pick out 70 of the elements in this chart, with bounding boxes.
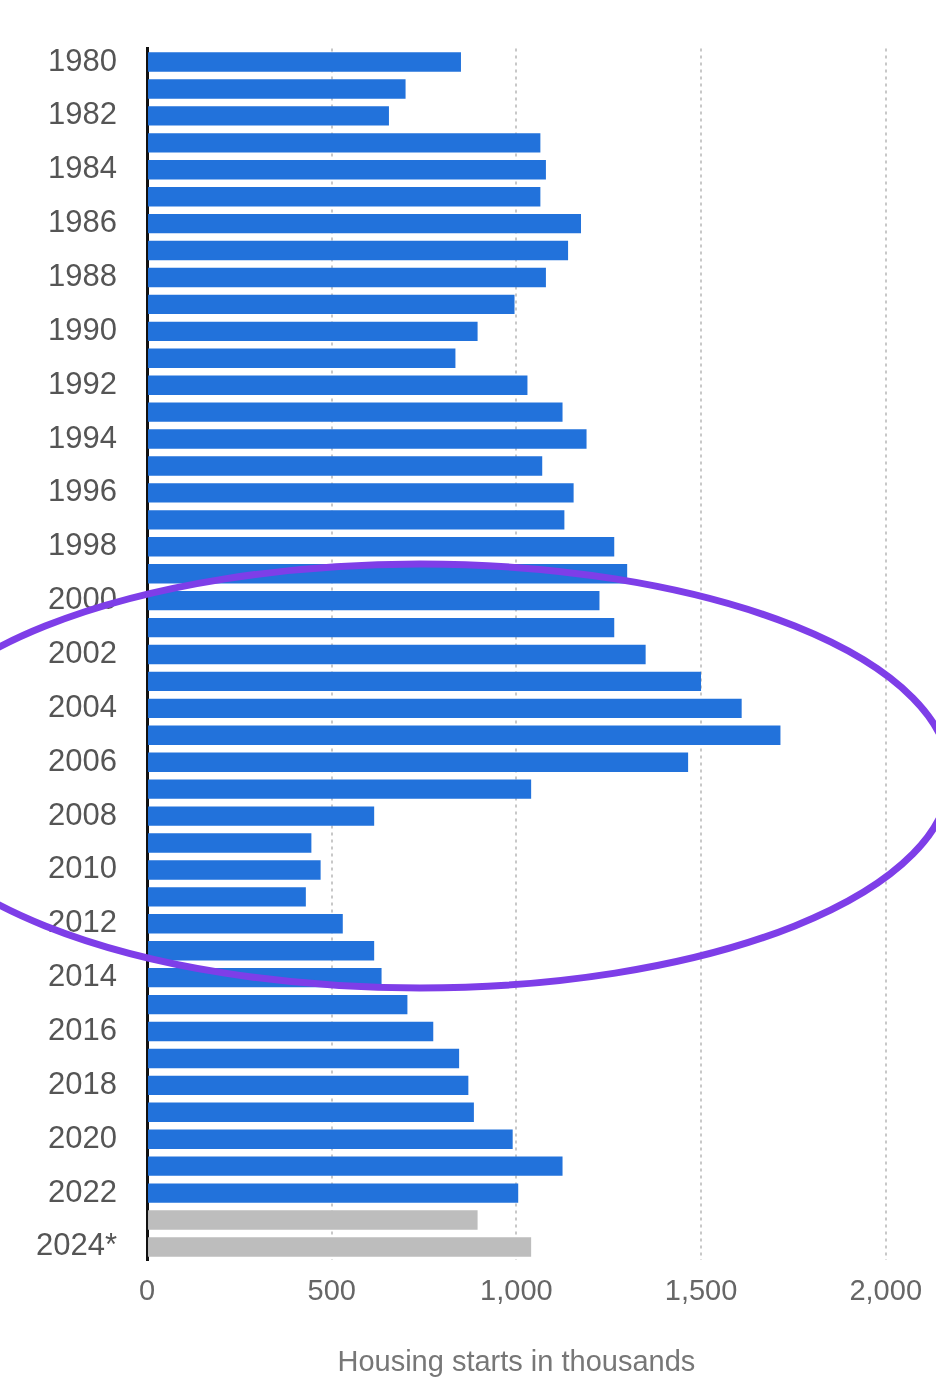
x-tick-label: 1,000 — [480, 1273, 553, 1306]
y-tick-label: 2004 — [48, 688, 118, 724]
bar — [148, 617, 615, 638]
bar — [148, 1075, 469, 1096]
x-tick-label: 0 — [138, 1273, 156, 1306]
y-tick-label: 1982 — [48, 96, 118, 132]
bar — [148, 267, 546, 288]
bar — [148, 402, 563, 422]
bar — [148, 294, 515, 315]
x-tick-label: 2,000 — [849, 1273, 922, 1306]
bar — [148, 321, 478, 342]
x-tick-label: 500 — [307, 1273, 356, 1306]
bar — [148, 240, 569, 261]
bar — [148, 1156, 563, 1176]
bar — [148, 456, 543, 476]
bar — [148, 779, 532, 799]
bar — [148, 590, 600, 611]
y-tick-label: 2010 — [48, 850, 118, 886]
y-tick-label: 1984 — [48, 150, 118, 186]
bar — [148, 860, 321, 880]
bar — [148, 133, 541, 153]
y-tick-label: 1994 — [48, 419, 118, 455]
bar — [148, 79, 406, 99]
bar — [148, 941, 375, 961]
bar — [148, 1102, 474, 1122]
y-tick-label: 2014 — [48, 958, 118, 994]
bar — [148, 213, 582, 234]
x-tick-label: 1,500 — [664, 1273, 738, 1306]
bar — [148, 698, 742, 719]
y-tick-label: 1992 — [48, 365, 118, 401]
bar — [148, 429, 587, 449]
bar — [148, 887, 306, 907]
bar — [148, 725, 781, 745]
bar — [148, 994, 408, 1015]
bar — [148, 1210, 478, 1230]
y-tick-label: 1990 — [48, 311, 118, 347]
y-tick-label: 1980 — [48, 42, 118, 78]
bar — [148, 1237, 532, 1257]
y-tick-label: 2008 — [48, 796, 118, 832]
bar — [148, 510, 565, 530]
y-tick-label: 2022 — [48, 1173, 118, 1209]
y-tick-label: 2018 — [48, 1065, 118, 1101]
y-tick-label: 2024* — [36, 1227, 118, 1263]
bar — [148, 752, 689, 772]
bar — [148, 52, 461, 72]
bar — [148, 348, 456, 368]
bar — [148, 106, 389, 126]
bar — [148, 806, 375, 826]
y-tick-label: 2016 — [48, 1012, 118, 1048]
bar — [148, 375, 528, 395]
bar — [148, 644, 646, 665]
y-tick-label: 2020 — [48, 1119, 118, 1155]
bar — [148, 537, 615, 557]
y-tick-label: 1986 — [48, 204, 118, 240]
bar — [148, 1048, 460, 1069]
bar — [148, 833, 312, 853]
y-tick-label: 2002 — [48, 635, 118, 671]
bar — [148, 1129, 513, 1149]
bar — [148, 483, 574, 503]
bar — [148, 1183, 519, 1203]
y-tick-label: 1988 — [48, 258, 118, 294]
bar — [148, 671, 702, 692]
y-tick-label: 1998 — [48, 527, 118, 563]
y-tick-label: 1996 — [48, 473, 118, 509]
bar — [148, 187, 541, 207]
bar — [148, 1021, 434, 1042]
y-tick-label: 2006 — [48, 742, 118, 778]
bar — [148, 914, 343, 934]
bar — [148, 160, 546, 180]
x-axis-title: Housing starts in thousands — [337, 1344, 696, 1377]
